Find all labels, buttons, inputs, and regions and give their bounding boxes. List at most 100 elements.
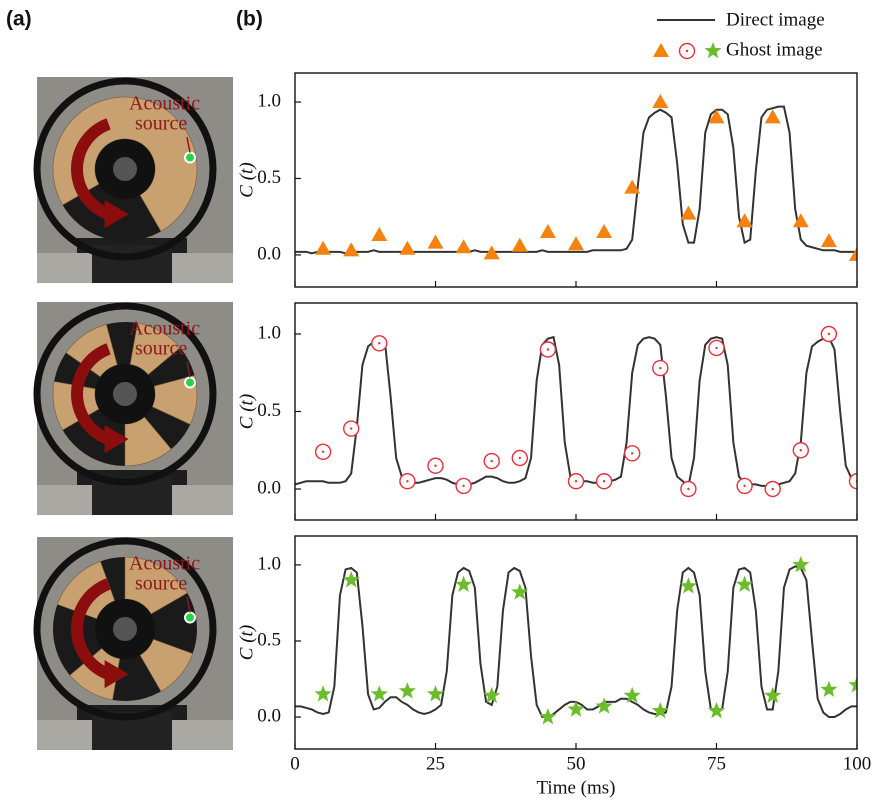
ghost-marker — [343, 420, 360, 437]
plot-frame — [294, 302, 858, 521]
annotation: Acoustic — [129, 318, 200, 340]
ghost-marker — [399, 473, 416, 490]
wheel-sector — [124, 556, 188, 615]
ghost-marker — [651, 701, 669, 719]
ghost-marker — [483, 686, 501, 704]
y-axis-label: C (t) — [236, 162, 257, 197]
legend-marker — [653, 43, 669, 57]
x-tick-label: 75 — [707, 753, 726, 774]
rotation-arrow — [70, 578, 111, 680]
chart: 0.0 0.5 1.0 C (t) — [236, 302, 858, 521]
annotation-pointer — [186, 596, 191, 613]
ghost-marker — [343, 242, 360, 257]
plot — [295, 94, 857, 261]
ghost-marker — [707, 701, 726, 719]
ghost-marker-dot — [406, 480, 409, 483]
ghost-marker — [595, 697, 613, 714]
ghost-marker — [399, 240, 416, 255]
ghost-marker — [455, 575, 473, 592]
ghost-marker-dot — [631, 452, 634, 455]
ghost-marker-dot — [350, 427, 353, 430]
legend-marker — [704, 42, 722, 59]
hub-cap — [113, 157, 137, 181]
acoustic-source — [183, 151, 196, 164]
ghost-marker — [371, 227, 388, 242]
ghost-marker — [398, 682, 416, 699]
ghost-marker — [539, 341, 557, 358]
acoustic-source — [183, 376, 196, 389]
ghost-marker — [455, 239, 472, 254]
direct-image-line — [295, 335, 857, 488]
y-tick-label: 0.0 — [257, 477, 281, 498]
wheel-rim — [33, 537, 217, 721]
ghost-marker — [820, 325, 838, 343]
y-tick-label: 0.5 — [257, 400, 281, 421]
ghost-marker — [595, 473, 613, 490]
ghost-marker — [736, 575, 754, 592]
ghost-marker — [511, 449, 528, 467]
legend-label: Ghost image — [726, 39, 823, 60]
plot-frame — [294, 535, 858, 750]
annotation: source — [135, 338, 187, 360]
y-tick-label: 1.0 — [257, 553, 281, 574]
ghost-marker-dot — [827, 332, 831, 336]
ghost-marker-dot — [743, 484, 746, 488]
ghost-marker — [820, 233, 837, 248]
ghost-marker — [708, 109, 725, 124]
ghost-marker — [426, 685, 445, 702]
ghost-marker — [792, 555, 810, 573]
ghost-marker — [511, 237, 528, 252]
x-tick-label: 0 — [290, 753, 300, 774]
ghost-marker — [483, 245, 500, 260]
ghost-marker — [820, 680, 838, 697]
ghost-marker — [342, 571, 360, 588]
ghost-marker — [736, 213, 753, 228]
ghost-marker — [848, 676, 857, 693]
ghost-marker — [680, 205, 697, 220]
x-tick-label: 100 — [843, 753, 872, 774]
ghost-marker — [736, 477, 753, 495]
ghost-marker — [539, 708, 557, 725]
ghost-marker — [624, 179, 641, 194]
ghost-marker — [652, 359, 669, 377]
ghost-marker-dot — [434, 464, 437, 467]
ghost-marker — [596, 223, 613, 238]
ghost-marker — [624, 445, 641, 462]
hub-cap — [113, 382, 137, 406]
ghost-marker-dot — [771, 487, 774, 491]
legend-marker — [678, 42, 696, 60]
annotation: source — [135, 573, 187, 595]
ghost-marker — [623, 686, 641, 704]
annotation-pointer — [186, 136, 191, 153]
ghost-marker — [764, 686, 782, 704]
acoustic-source — [183, 611, 196, 624]
panel-label: (b) — [236, 8, 263, 31]
ghost-marker — [792, 442, 809, 459]
ghost-marker-dot — [602, 480, 606, 483]
panel-label: (a) — [6, 8, 32, 31]
legend-label: Direct image — [726, 9, 825, 30]
rotation-arrow — [70, 118, 111, 220]
ghost-marker — [539, 223, 556, 238]
plot — [295, 325, 857, 498]
y-tick-label: 1.0 — [257, 90, 281, 111]
ghost-marker-dot — [715, 346, 718, 350]
ghost-marker-dot — [321, 450, 325, 453]
ghost-marker — [708, 339, 725, 357]
ghost-marker-dot — [687, 487, 690, 491]
ghost-marker-dot — [685, 49, 689, 53]
y-tick-label: 0.5 — [257, 167, 281, 188]
ghost-marker-dot — [490, 459, 493, 463]
ghost-marker — [427, 457, 444, 474]
annotation-pointer — [186, 361, 191, 378]
ghost-marker-dot — [462, 484, 465, 488]
ghost-marker — [680, 480, 697, 498]
y-axis-label: C (t) — [236, 625, 257, 660]
ghost-marker — [652, 94, 669, 109]
wheel-rim — [33, 77, 217, 261]
ghost-marker — [483, 452, 500, 470]
